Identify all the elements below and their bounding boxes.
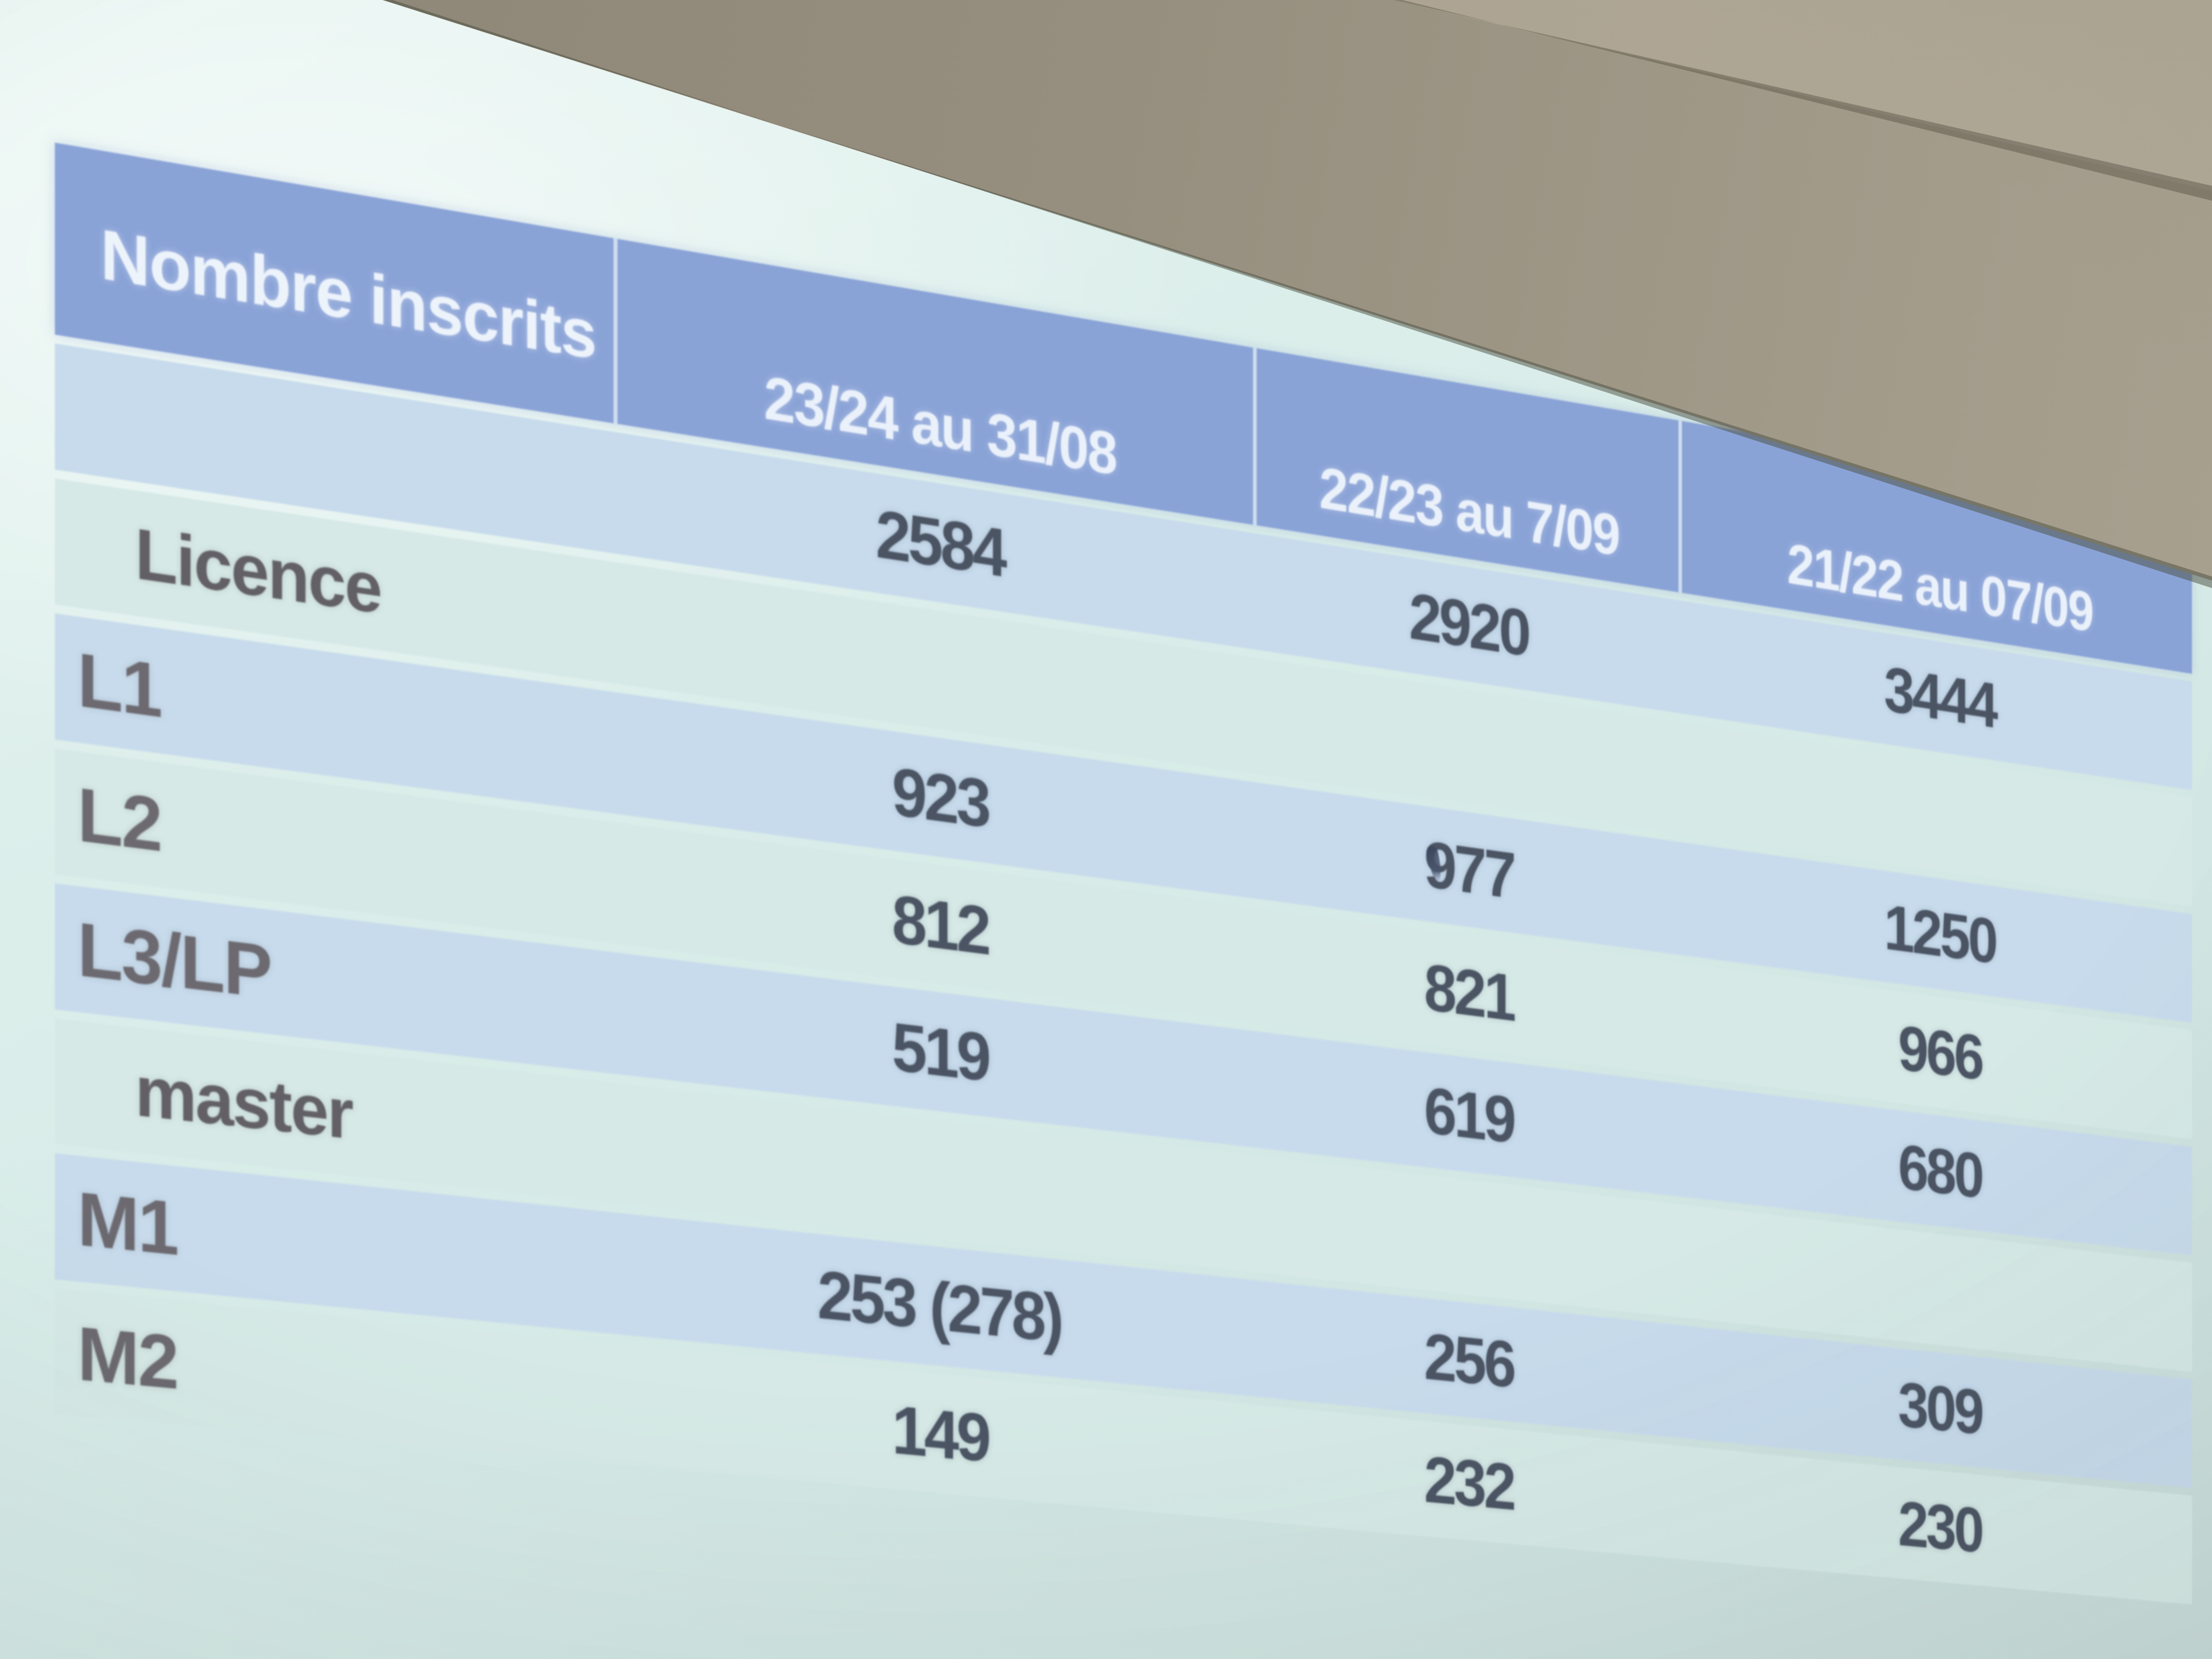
- row-label: M1: [77, 1175, 178, 1272]
- cell-value: 253 (278): [817, 1255, 1062, 1357]
- cell-value: 519: [891, 1008, 989, 1096]
- cell-value: 3444: [1884, 652, 1996, 741]
- row-label: master: [134, 1050, 352, 1154]
- cell-value: 923: [891, 752, 989, 842]
- cell-value: 812: [891, 880, 989, 969]
- cell-value: 821: [1424, 950, 1514, 1035]
- cell-value: 230: [1898, 1487, 1982, 1566]
- cell-value: 232: [1424, 1442, 1514, 1523]
- cell-value: 309: [1898, 1368, 1982, 1448]
- cell-value: 2920: [1409, 578, 1529, 670]
- row-label: L2: [77, 771, 161, 868]
- cell-value: 680: [1898, 1130, 1982, 1211]
- cell-value: 619: [1424, 1073, 1514, 1157]
- cell-value: 1250: [1884, 890, 1996, 977]
- cell-value: 149: [891, 1391, 989, 1476]
- cell-value: 966: [1898, 1011, 1982, 1093]
- cell-value: 2584: [876, 494, 1005, 591]
- cell-value: 256: [1424, 1318, 1514, 1402]
- table-title: Nombre inscrits: [100, 213, 596, 374]
- row-label: M2: [77, 1310, 178, 1406]
- row-label: L3/LP: [77, 906, 271, 1014]
- row-label: L1: [77, 636, 161, 733]
- row-label: Licence: [134, 513, 381, 629]
